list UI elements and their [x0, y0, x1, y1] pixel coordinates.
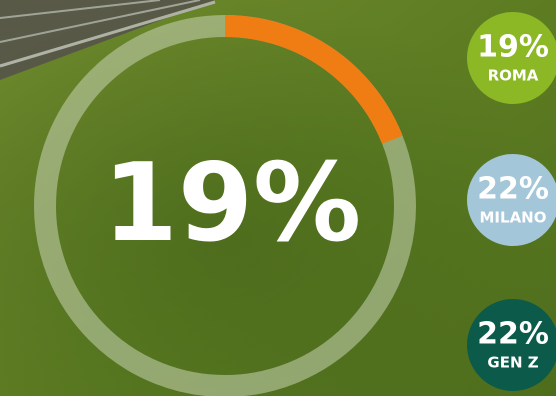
badge-value: 19% — [477, 30, 549, 65]
badge-label: GEN Z — [487, 354, 538, 372]
center-value: 19% — [103, 141, 362, 266]
badge — [467, 154, 556, 246]
badge-label: MILANO — [480, 209, 547, 227]
ring-arc — [224, 15, 403, 144]
badge-value: 22% — [477, 172, 549, 207]
badge-value: 22% — [477, 317, 549, 352]
badge — [467, 299, 556, 391]
badge — [467, 12, 556, 104]
solar-panels — [0, 0, 216, 80]
badge-label: ROMA — [488, 67, 539, 85]
